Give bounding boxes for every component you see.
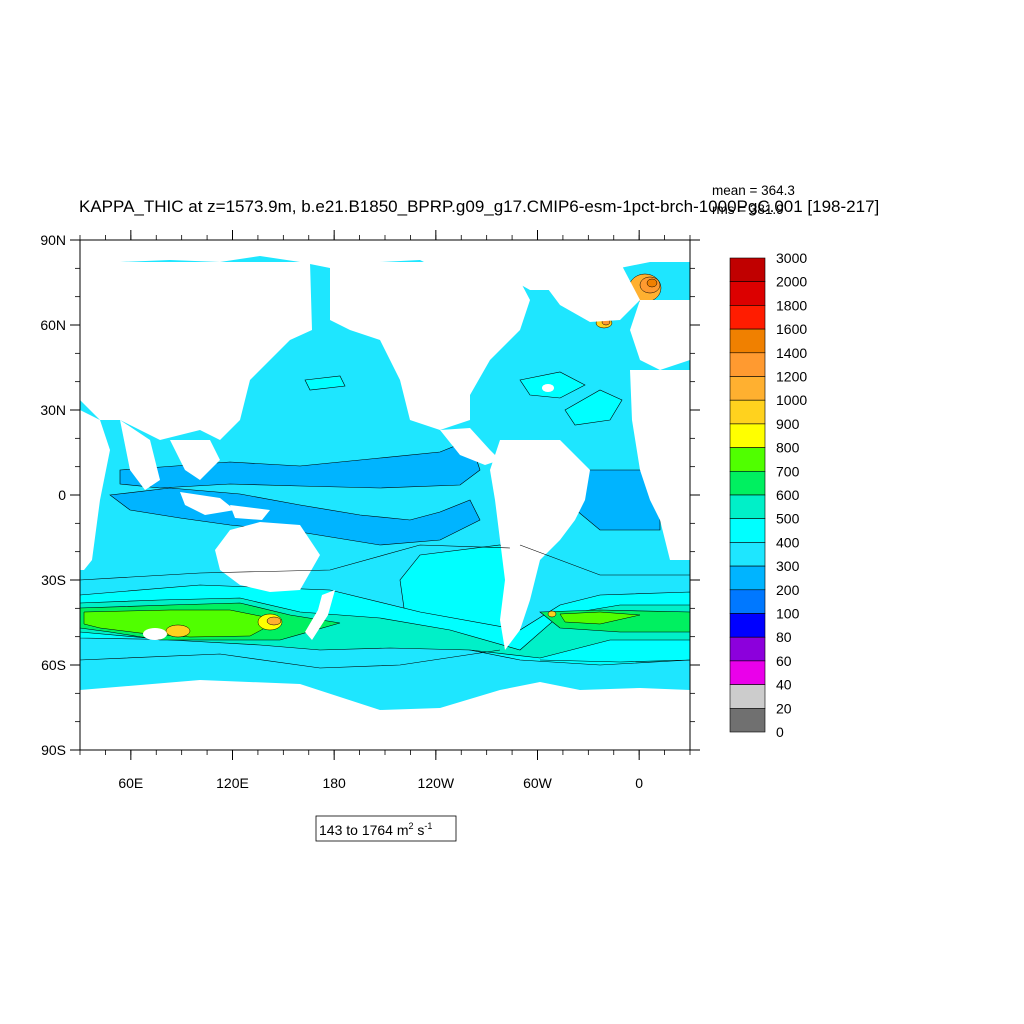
colorbar-box xyxy=(729,281,766,306)
colorbar-level-label: 500 xyxy=(776,511,800,527)
range-exp2: -1 xyxy=(424,821,432,831)
lon-tick-label: 60E xyxy=(118,775,143,791)
lon-tick-label: 60W xyxy=(523,775,553,791)
lat-tick-label: 90N xyxy=(40,232,66,248)
range-label: 143 to 1764 m2 s-1 xyxy=(319,821,432,838)
colorbar-box xyxy=(729,328,766,354)
range-prefix: 143 to 1764 m xyxy=(319,822,409,838)
lat-tick-label: 0 xyxy=(58,487,66,503)
map-title: KAPPA_THIC at z=1573.9m, b.e21.B1850_BPR… xyxy=(79,197,879,216)
lon-axis: 60E 120E 180 120W 60W 0 xyxy=(79,230,691,791)
colorbar-box xyxy=(729,447,766,472)
lat-axis: 90N 60N 30N 0 30S 60S 90S xyxy=(40,232,700,758)
range-label-box: 143 to 1764 m2 s-1 xyxy=(315,815,457,842)
map-field xyxy=(79,239,691,751)
colorbar-level-label: 1600 xyxy=(776,321,807,337)
lon-tick-label: 120E xyxy=(216,775,249,791)
colorbar-level-label: 3000 xyxy=(776,250,807,266)
colorbar-level-label: 1000 xyxy=(776,392,807,408)
lat-tick-label: 30N xyxy=(40,402,66,418)
colorbar-level-label: 300 xyxy=(776,558,800,574)
colorbar-box xyxy=(729,613,766,638)
colorbar-box xyxy=(729,305,766,330)
lat-tick-label: 90S xyxy=(41,742,66,758)
range-exp1: 2 xyxy=(409,821,414,831)
colorbar-box xyxy=(729,636,766,662)
colorbar-level-label: 900 xyxy=(776,416,800,432)
lat-tick-label: 60N xyxy=(40,317,66,333)
range-mid: s xyxy=(414,822,425,838)
colorbar-box xyxy=(729,257,766,283)
colorbar-box xyxy=(729,542,766,567)
colorbar-box xyxy=(729,494,766,520)
colorbar-box xyxy=(729,518,766,543)
lon-tick-label: 0 xyxy=(635,775,643,791)
band-southern-700 xyxy=(83,609,641,638)
colorbar-box xyxy=(729,399,766,425)
colorbar-level-label: 700 xyxy=(776,463,800,479)
colorbar-box xyxy=(729,470,766,496)
colorbar-level-label: 20 xyxy=(776,700,792,716)
colorbar-level-label: 1200 xyxy=(776,369,807,385)
colorbar-box xyxy=(729,589,766,614)
colorbar-box xyxy=(729,376,766,401)
colorbar-level-label: 60 xyxy=(776,653,792,669)
lon-tick-label: 180 xyxy=(322,775,346,791)
land xyxy=(80,240,690,750)
colorbar-box xyxy=(729,660,766,685)
colorbar-level-label: 1400 xyxy=(776,345,807,361)
colorbar-level-label: 80 xyxy=(776,629,792,645)
lat-tick-label: 30S xyxy=(41,572,66,588)
colorbar-level-label: 200 xyxy=(776,582,800,598)
colorbar-level-label: 400 xyxy=(776,534,800,550)
colorbar: 3000200018001600140012001000900800700600… xyxy=(729,250,807,740)
colorbar-box xyxy=(729,684,766,709)
lon-tick-label: 120W xyxy=(418,775,455,791)
colorbar-level-label: 100 xyxy=(776,606,800,622)
colorbar-box xyxy=(729,707,766,733)
colorbar-level-label: 2000 xyxy=(776,274,807,290)
mean-stat: mean = 364.3 xyxy=(712,183,795,198)
colorbar-level-label: 0 xyxy=(776,724,784,740)
colorbar-box xyxy=(729,423,766,448)
colorbar-level-label: 40 xyxy=(776,677,792,693)
colorbar-level-label: 600 xyxy=(776,487,800,503)
colorbar-level-label: 800 xyxy=(776,440,800,456)
colorbar-box xyxy=(729,352,766,377)
contour-lines xyxy=(80,544,690,669)
lat-tick-label: 60S xyxy=(41,657,66,673)
colorbar-level-label: 1800 xyxy=(776,297,807,313)
colorbar-box xyxy=(729,565,766,591)
rms-stat: rms = 381.9 xyxy=(712,202,784,217)
